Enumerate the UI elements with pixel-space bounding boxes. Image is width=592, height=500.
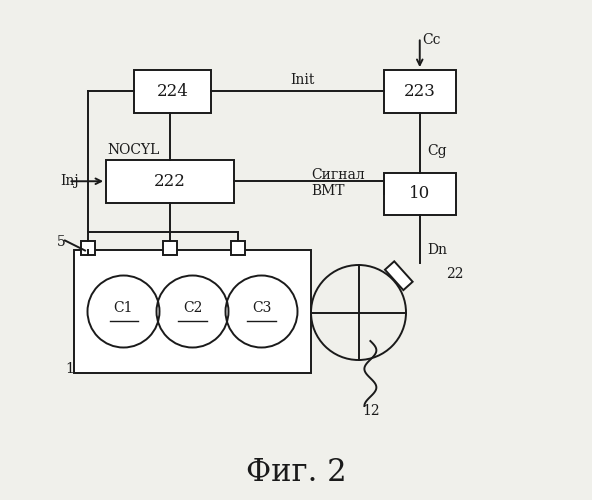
Text: 22: 22	[446, 266, 464, 280]
Text: 222: 222	[154, 173, 186, 190]
Polygon shape	[385, 262, 413, 290]
Bar	[230, 240, 244, 254]
Text: C2: C2	[183, 300, 202, 314]
Text: 5: 5	[57, 236, 66, 250]
Text: C3: C3	[252, 300, 271, 314]
Bar	[134, 70, 211, 112]
Text: 1: 1	[65, 362, 74, 376]
Text: ВМТ: ВМТ	[311, 184, 345, 198]
Bar	[73, 250, 311, 372]
Text: 12: 12	[362, 404, 380, 418]
Text: Cg: Cg	[427, 144, 446, 158]
Bar	[384, 172, 456, 215]
Text: Фиг. 2: Фиг. 2	[246, 457, 346, 488]
Text: 224: 224	[156, 82, 188, 100]
Bar	[106, 160, 233, 202]
Text: C1: C1	[114, 300, 133, 314]
Bar	[384, 70, 456, 112]
Text: Cc: Cc	[422, 33, 440, 47]
Bar	[81, 240, 95, 254]
Text: Dn: Dn	[427, 243, 447, 257]
Text: 223: 223	[404, 82, 436, 100]
Text: Inj: Inj	[60, 174, 79, 188]
Text: NOCYL: NOCYL	[107, 143, 159, 157]
Text: Init: Init	[290, 73, 314, 87]
Text: 10: 10	[409, 186, 430, 202]
Bar	[163, 240, 177, 254]
Text: Сигнал: Сигнал	[311, 168, 365, 182]
